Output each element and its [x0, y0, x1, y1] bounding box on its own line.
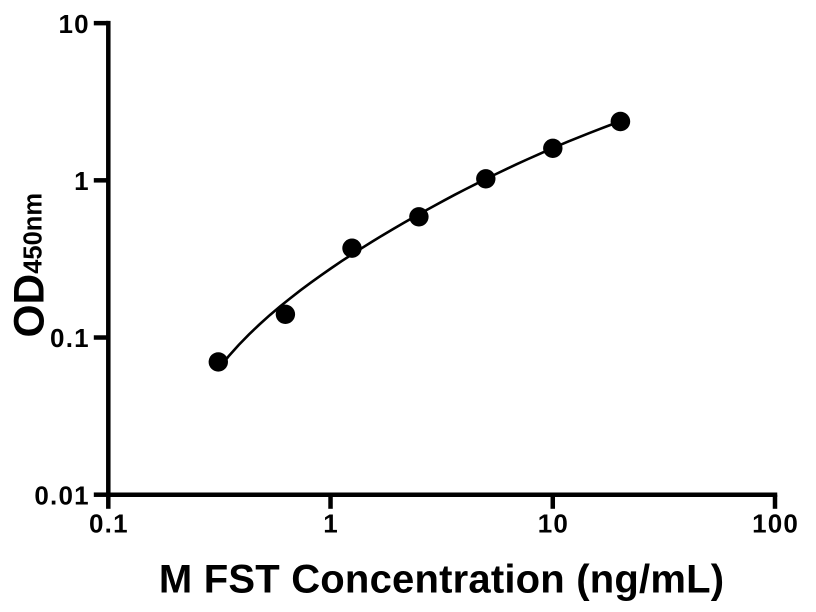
- svg-text:0.1: 0.1: [89, 509, 129, 539]
- svg-text:0.01: 0.01: [34, 480, 89, 510]
- svg-text:10: 10: [538, 509, 569, 539]
- svg-text:1: 1: [323, 509, 339, 539]
- svg-text:10: 10: [58, 9, 89, 39]
- svg-text:OD450nm: OD450nm: [6, 193, 53, 338]
- svg-text:100: 100: [752, 509, 799, 539]
- svg-text:M FST Concentration (ng/mL): M FST Concentration (ng/mL): [159, 558, 724, 602]
- svg-text:1: 1: [74, 166, 90, 196]
- svg-text:0.1: 0.1: [50, 323, 90, 353]
